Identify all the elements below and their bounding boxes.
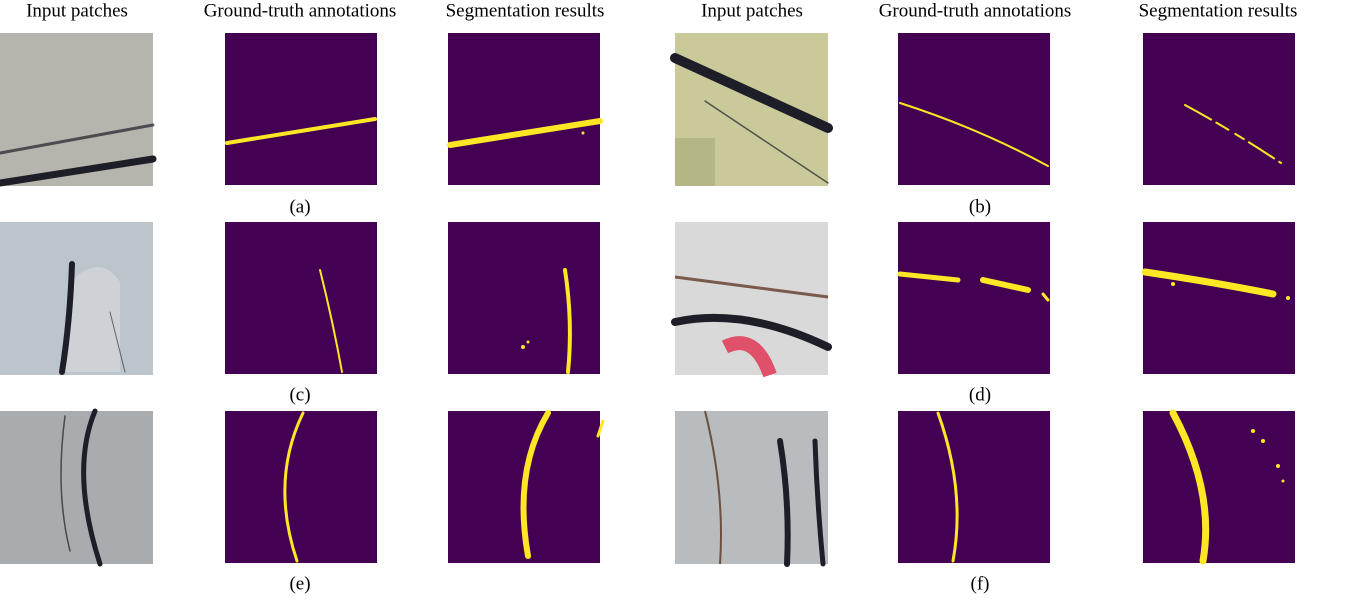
- panel-label: (a): [289, 196, 310, 217]
- input-patch: [675, 411, 828, 564]
- ground-truth: [225, 411, 377, 563]
- segmentation: [1143, 33, 1295, 185]
- column-header: Segmentation results: [446, 0, 605, 21]
- ground-truth: [225, 222, 377, 374]
- column-header: Input patches: [26, 0, 128, 21]
- input-patch: [0, 33, 153, 186]
- column-header: Input patches: [701, 0, 803, 21]
- segmentation: [1143, 411, 1295, 563]
- figure: Input patches Ground-truth annotations S…: [0, 0, 1349, 605]
- column-header: Segmentation results: [1139, 0, 1298, 21]
- input-patch: [0, 222, 153, 375]
- panel-label: (e): [289, 573, 310, 594]
- segmentation: [1143, 222, 1295, 374]
- panel-label: (c): [289, 384, 310, 405]
- panel-label: (d): [969, 384, 991, 405]
- ground-truth: [225, 33, 377, 185]
- ground-truth: [898, 411, 1050, 563]
- input-patch: [0, 411, 153, 564]
- panel-label: (f): [971, 573, 990, 594]
- panel-label: (b): [969, 196, 991, 217]
- segmentation: [448, 222, 600, 374]
- segmentation: [448, 33, 600, 185]
- input-patch: [675, 222, 828, 375]
- ground-truth: [898, 222, 1050, 374]
- ground-truth: [898, 33, 1050, 185]
- column-header: Ground-truth annotations: [204, 0, 397, 21]
- column-header: Ground-truth annotations: [879, 0, 1072, 21]
- segmentation: [448, 411, 603, 563]
- input-patch: [675, 33, 828, 186]
